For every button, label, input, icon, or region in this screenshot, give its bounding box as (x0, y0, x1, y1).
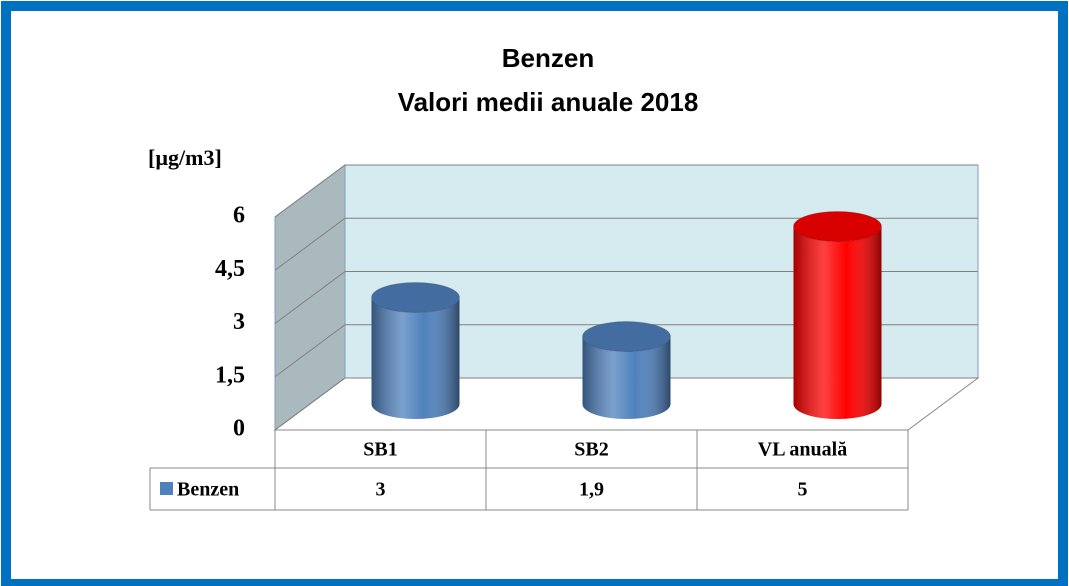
x-tick-label: VL anuală (758, 439, 847, 461)
y-tick-label: 3 (233, 309, 245, 335)
y-axis-label: [µg/m3] (148, 145, 222, 170)
x-tick-label: SB2 (574, 439, 608, 461)
bar-shading (371, 297, 460, 419)
y-tick-label: 6 (233, 203, 245, 229)
bar-top-shade (371, 282, 460, 313)
grid-line (274, 271, 978, 324)
bar-top-shade (793, 211, 882, 242)
bar-top-shade (582, 321, 671, 352)
bar-top (582, 321, 671, 353)
bar-shading (793, 226, 882, 419)
data-label: 3 (376, 479, 386, 501)
data-label: 5 (798, 479, 808, 501)
y-tick-label: 0 (233, 416, 245, 442)
bar-top (793, 211, 882, 242)
legend-label: Benzen (177, 479, 239, 501)
bar-shading (582, 336, 671, 419)
bar-top (371, 282, 460, 313)
x-tick-label: SB1 (363, 439, 397, 461)
chart-subtitle: Valori medii anuale 2018 (398, 87, 699, 117)
grid-line (274, 377, 978, 431)
y-tick-label: 4,5 (215, 256, 245, 282)
data-label: 1,9 (579, 479, 604, 501)
y-tick-label: 1,5 (215, 362, 245, 388)
grid-line (274, 324, 978, 378)
grid-line (274, 217, 978, 271)
grid-line (274, 164, 978, 218)
legend-key (160, 482, 173, 495)
chart-title: Benzen (502, 43, 594, 73)
